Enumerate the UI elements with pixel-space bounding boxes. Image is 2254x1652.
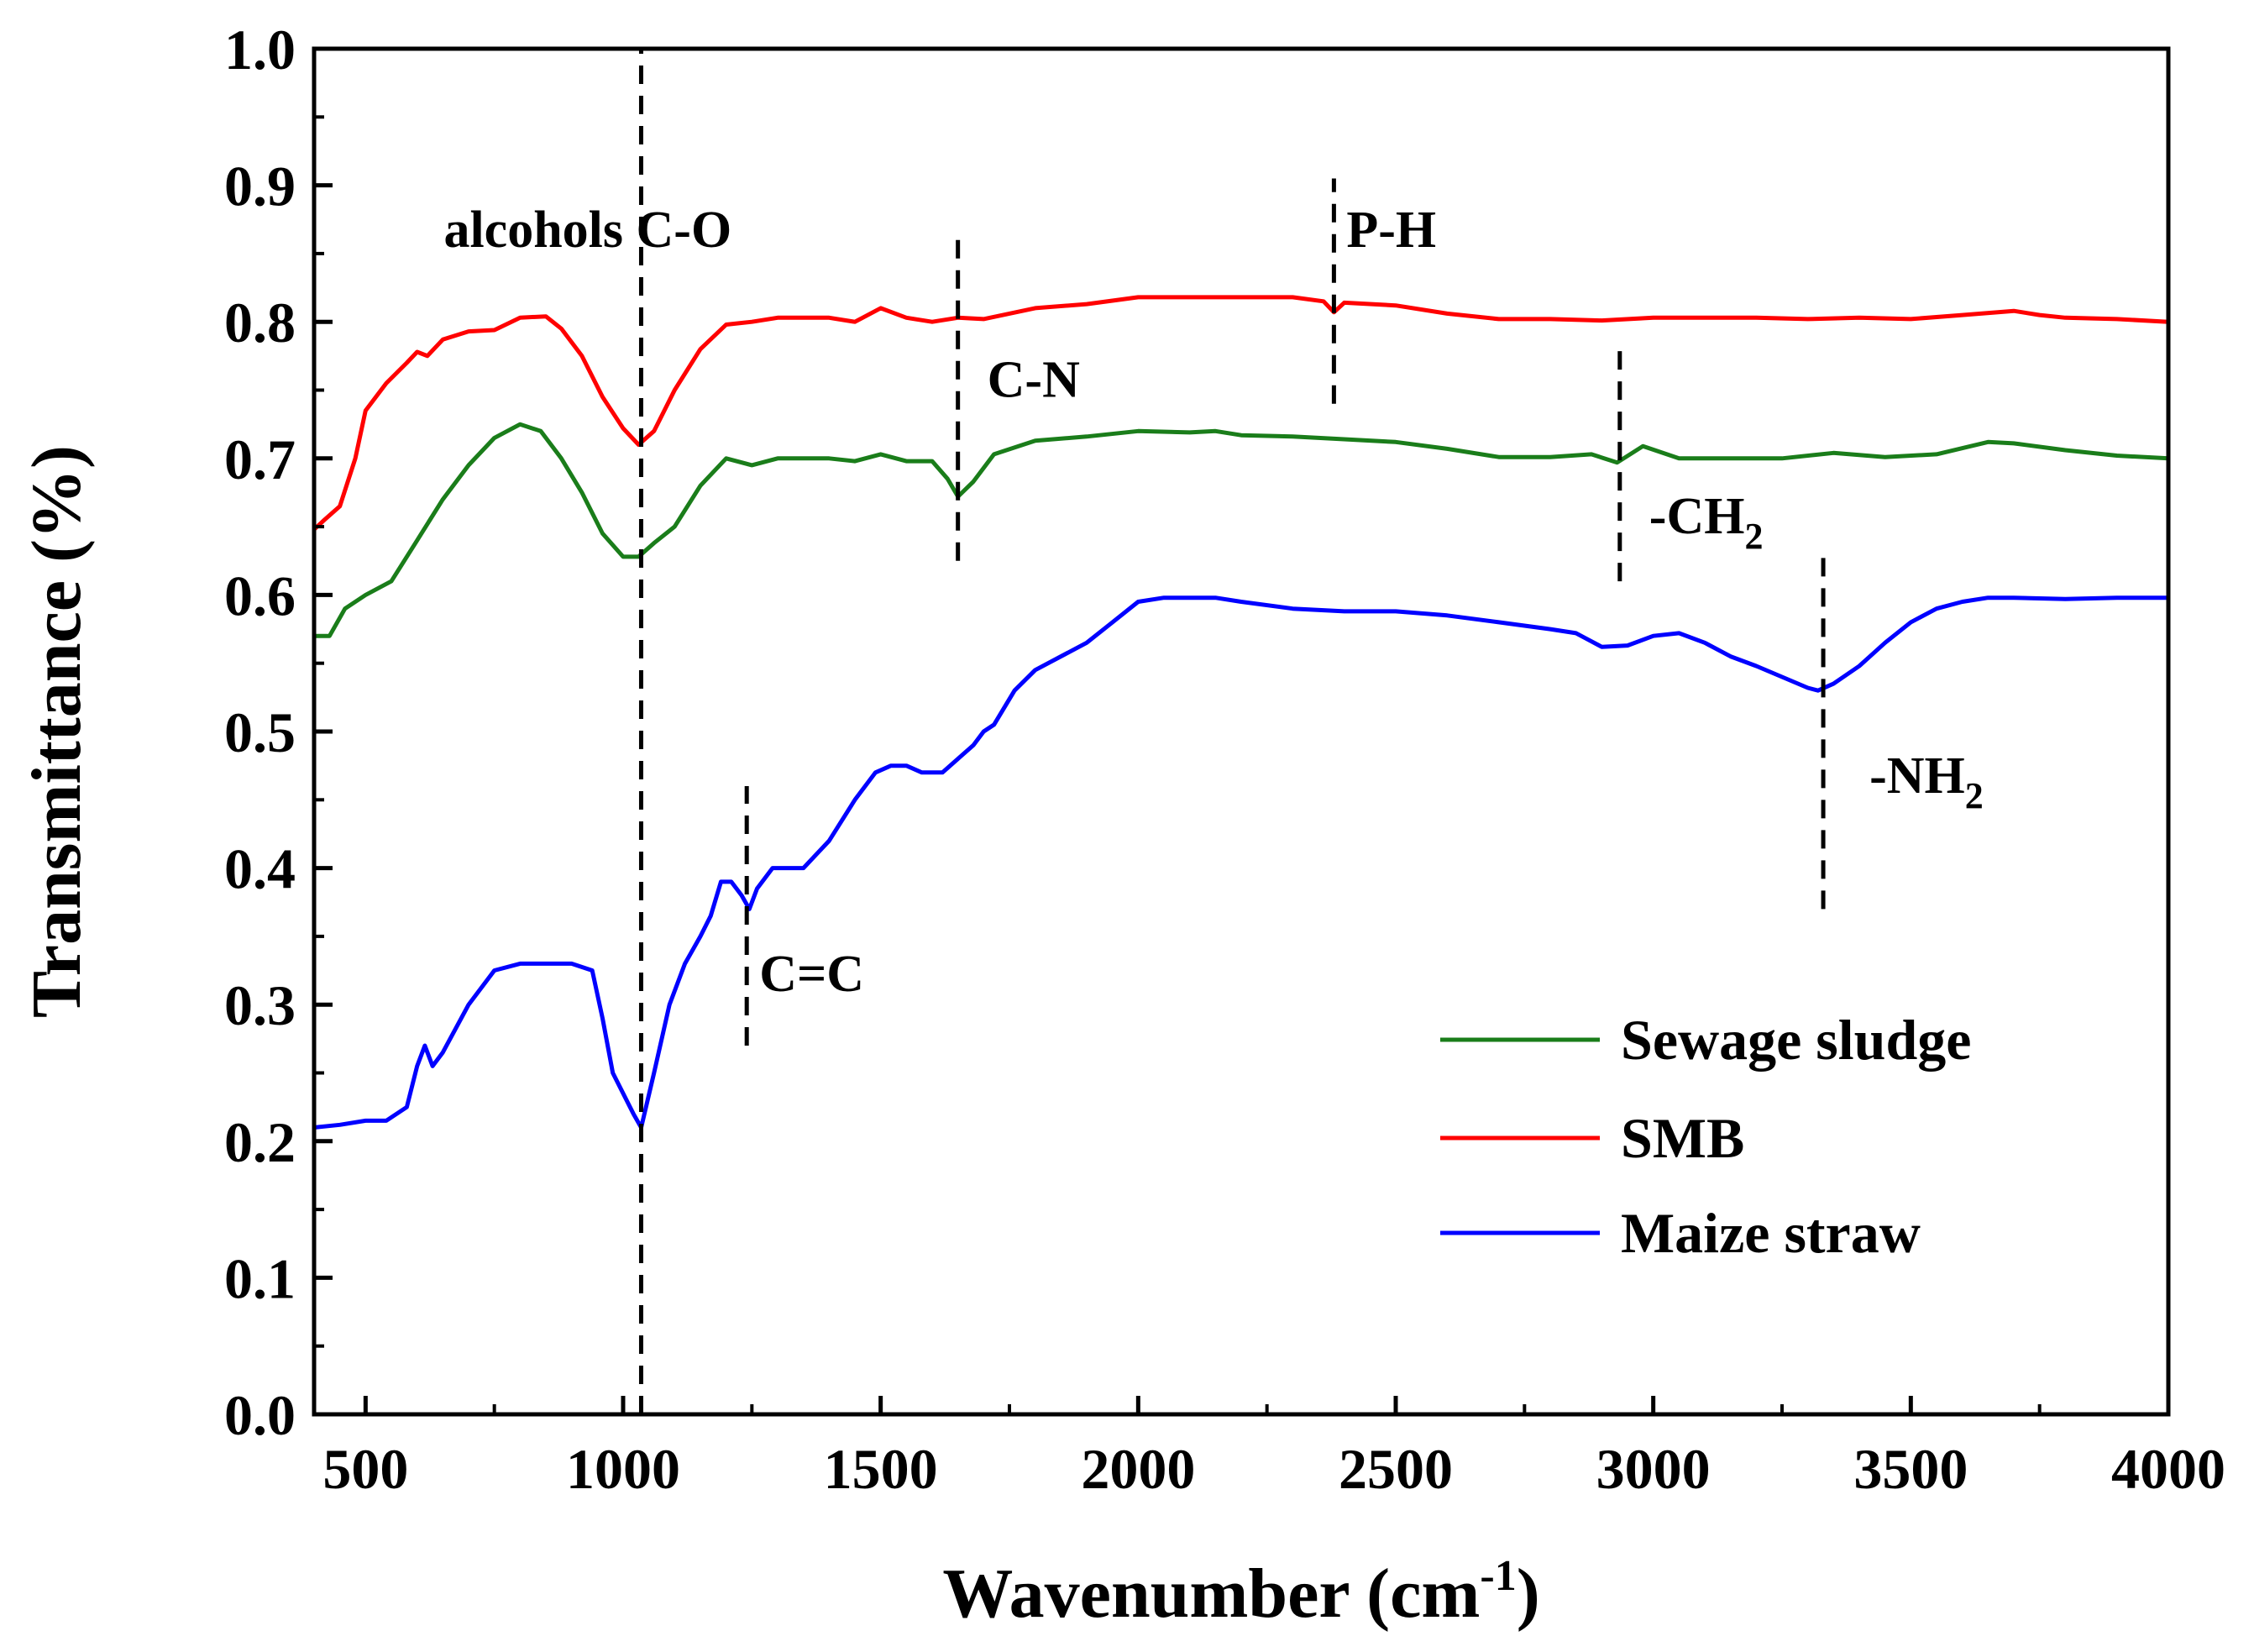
- y-tick-label: 0.9: [224, 155, 296, 218]
- annotation-label-subscript: 2: [1965, 775, 1984, 816]
- x-axis: 500 1000 1500 2000 2500 3000 3500 4000: [322, 1396, 2225, 1501]
- series-layer: [312, 295, 2169, 1130]
- annotation-label-text: alcohols C-O: [443, 202, 731, 259]
- y-axis: 0.0 0.1 0.2 0.3 0.4 0.5 0.6 0.7 0.8 0.9 1.0: [224, 18, 333, 1447]
- x-axis-title: Wavenumber (cm-1): [942, 1552, 1539, 1633]
- x-axis-title-close: ): [1517, 1555, 1540, 1633]
- x-tick-label: 2000: [1081, 1437, 1195, 1501]
- x-tick-label: 2500: [1339, 1437, 1453, 1501]
- legend-label-sewage-sludge: Sewage sludge: [1621, 1008, 1971, 1072]
- y-tick-label: 0.0: [224, 1383, 296, 1447]
- legend: Sewage sludge SMB Maize straw: [1440, 1008, 1971, 1265]
- annotation-label-text: P-H: [1346, 202, 1436, 259]
- y-tick-label: 1.0: [224, 18, 296, 81]
- series-line-maize-straw: [313, 595, 2168, 1130]
- annotation-label: -NH2: [1869, 747, 1984, 816]
- x-axis-title-superscript: -1: [1480, 1552, 1516, 1600]
- y-tick-label: 0.2: [224, 1110, 296, 1174]
- series-line-sewage-sludge: [314, 422, 2169, 638]
- annotation-label-text: -NH: [1869, 747, 1965, 805]
- annotation-label-text: C-N: [988, 352, 1080, 409]
- y-tick-label: 0.8: [224, 291, 296, 354]
- x-tick-label: 500: [322, 1437, 408, 1501]
- annotation-label-text: C=C: [759, 946, 864, 1003]
- annotation-label: -CH2: [1649, 488, 1764, 557]
- y-tick-label: 0.5: [224, 700, 296, 764]
- x-tick-label: 1000: [566, 1437, 680, 1501]
- y-axis-title: Transmittance (%): [18, 445, 96, 1018]
- annotation-label-text: -CH: [1649, 488, 1745, 545]
- y-tick-label: 0.6: [224, 564, 296, 627]
- x-tick-label: 1500: [824, 1437, 938, 1501]
- legend-label-smb: SMB: [1621, 1106, 1744, 1170]
- annotation-label-subscript: 2: [1744, 516, 1763, 557]
- y-tick-label: 0.3: [224, 973, 296, 1037]
- y-tick-label: 0.1: [224, 1246, 296, 1310]
- annotation-label: P-H: [1346, 202, 1436, 259]
- x-tick-label: 3500: [1853, 1437, 1968, 1501]
- annotation-label: alcohols C-O: [443, 202, 731, 259]
- y-tick-label: 0.7: [224, 427, 296, 491]
- series-line-smb: [312, 295, 2169, 532]
- x-tick-label: 3000: [1596, 1437, 1711, 1501]
- x-tick-label: 4000: [2111, 1437, 2225, 1501]
- x-axis-title-text: Wavenumber (cm: [942, 1555, 1480, 1633]
- annotation-label: C-N: [988, 352, 1080, 409]
- y-tick-label: 0.4: [224, 837, 296, 901]
- legend-label-maize-straw: Maize straw: [1621, 1201, 1921, 1265]
- annotation-label: C=C: [759, 946, 864, 1003]
